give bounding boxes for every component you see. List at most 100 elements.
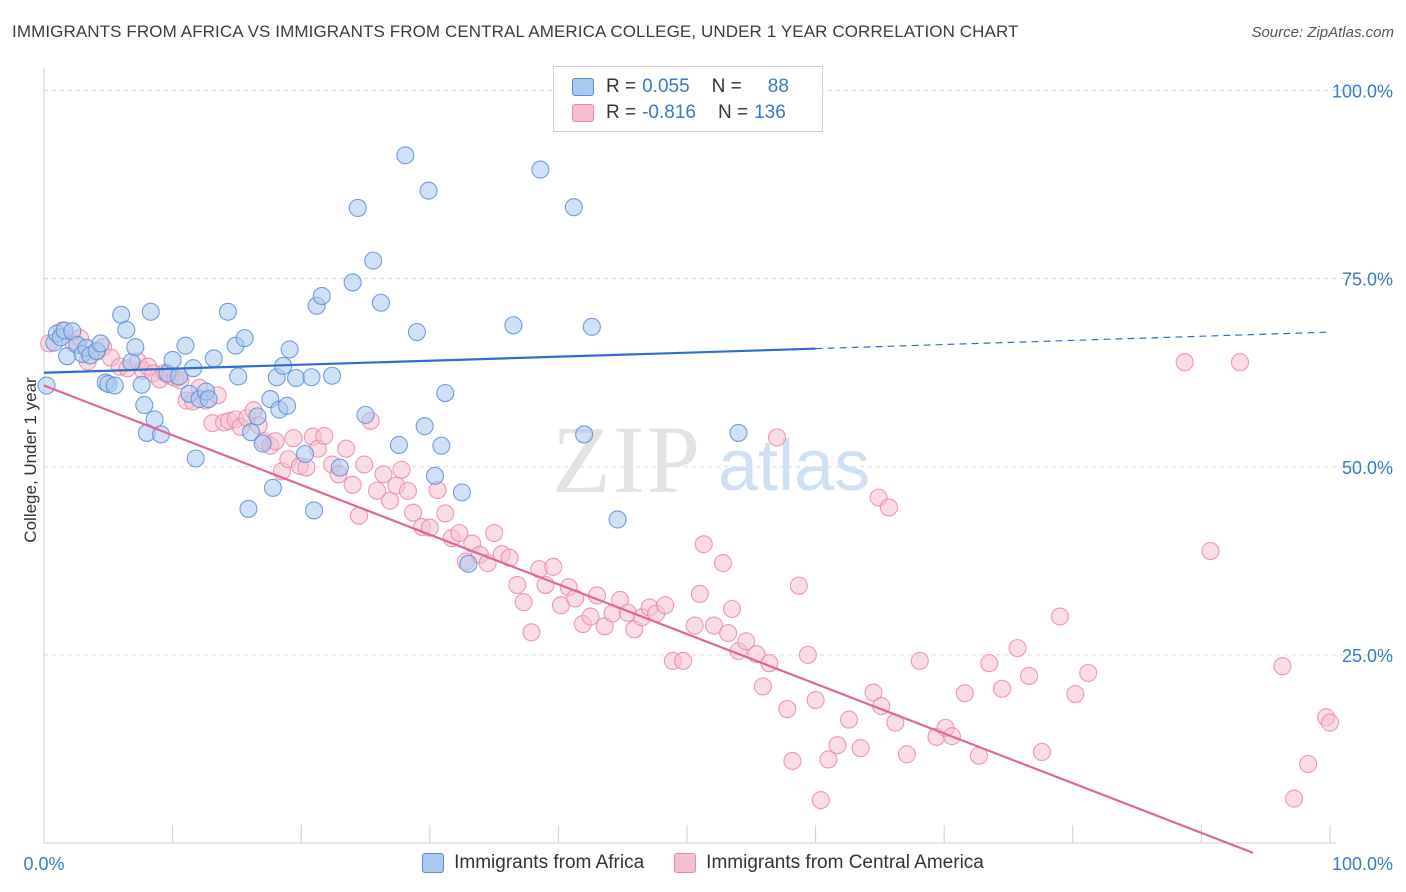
- point-central-america: [737, 632, 756, 651]
- point-central-america: [674, 651, 693, 670]
- point-central-america: [1020, 666, 1039, 686]
- point-africa: [112, 305, 131, 324]
- point-central-america: [719, 624, 738, 643]
- legend-row-africa: R = 0.055 N = 88: [572, 75, 789, 99]
- point-africa: [419, 181, 438, 200]
- point-africa: [343, 273, 362, 292]
- point-central-america: [1273, 657, 1292, 676]
- point-central-america: [789, 576, 808, 595]
- legend-row-central-america: R = -0.816 N = 136: [572, 101, 786, 125]
- point-central-america: [694, 535, 713, 554]
- series-swatch-africa: [422, 853, 445, 873]
- legend-r-label: R =: [606, 102, 637, 123]
- point-central-america: [508, 575, 527, 594]
- legend-r-value-africa: 0.055: [642, 76, 690, 97]
- legend-swatch-central-america: [572, 104, 594, 122]
- trend-line-central-america: [43, 384, 1254, 854]
- x-tick-label: 100.0%: [1332, 854, 1393, 874]
- point-africa: [330, 458, 349, 477]
- point-central-america: [910, 651, 929, 670]
- legend-swatch-africa: [572, 78, 594, 96]
- point-africa: [575, 425, 594, 444]
- point-africa: [371, 293, 390, 312]
- point-africa: [229, 367, 248, 386]
- point-central-america: [656, 596, 675, 615]
- point-central-america: [811, 791, 830, 810]
- point-central-america: [514, 593, 533, 612]
- legend-r-value-central-america: -0.816: [642, 102, 696, 123]
- point-africa: [432, 436, 451, 455]
- point-central-america: [993, 679, 1012, 698]
- point-central-america: [398, 481, 417, 500]
- series-label-central-america: Immigrants from Central America: [706, 852, 984, 873]
- point-africa: [287, 368, 306, 388]
- axes: [43, 68, 1336, 844]
- point-central-america: [819, 750, 838, 769]
- y-tick-label: 50.0%: [1342, 458, 1393, 478]
- point-central-america: [783, 751, 802, 771]
- point-central-america: [337, 439, 356, 458]
- legend-n-value-africa: 88: [767, 76, 789, 97]
- point-africa: [504, 316, 523, 335]
- point-central-america: [722, 599, 742, 619]
- stats-legend: R = 0.055 N = 88 R = -0.816 N = 136: [553, 66, 823, 132]
- point-central-america: [879, 498, 898, 517]
- point-central-america: [1299, 754, 1318, 774]
- point-central-america: [778, 700, 797, 719]
- legend-n-value-central-america: 136: [754, 102, 786, 123]
- point-central-america: [704, 616, 724, 635]
- y-axis-label: College, Under 1 year: [21, 377, 40, 543]
- point-africa: [280, 340, 299, 359]
- gridlines: [44, 90, 1390, 656]
- legend-n-label: N =: [717, 102, 749, 123]
- point-central-america: [685, 616, 704, 635]
- point-central-america: [1032, 742, 1051, 762]
- point-africa: [436, 383, 455, 403]
- point-africa: [263, 478, 282, 497]
- point-africa: [176, 336, 195, 355]
- y-tick-label: 25.0%: [1342, 646, 1393, 666]
- point-africa: [415, 417, 434, 436]
- point-africa: [356, 405, 375, 424]
- point-africa: [163, 350, 182, 369]
- point-africa: [608, 510, 627, 529]
- point-africa: [91, 334, 110, 353]
- point-central-america: [450, 523, 469, 543]
- point-central-america: [851, 739, 870, 758]
- y-tick-label: 100.0%: [1332, 82, 1393, 102]
- point-africa: [235, 329, 254, 348]
- point-central-america: [1230, 353, 1250, 372]
- trend-line-africa-extension: [815, 331, 1331, 350]
- point-africa: [582, 317, 601, 336]
- point-africa: [396, 146, 415, 165]
- point-central-america: [767, 428, 787, 447]
- series-legend-central-america[interactable]: Immigrants from Central America: [674, 852, 984, 874]
- point-africa: [248, 407, 267, 426]
- point-central-america: [581, 607, 600, 626]
- point-central-america: [839, 710, 859, 729]
- point-africa: [122, 353, 141, 372]
- point-central-america: [713, 554, 733, 573]
- watermark: ZIP atlas: [552, 406, 870, 513]
- point-central-america: [806, 690, 825, 710]
- point-central-america: [522, 623, 541, 642]
- point-africa: [105, 376, 124, 395]
- point-africa: [135, 396, 154, 415]
- legend-r-label: R =: [606, 76, 637, 97]
- series-legend-africa[interactable]: Immigrants from Africa: [422, 852, 644, 874]
- point-central-america: [404, 503, 423, 522]
- point-africa: [564, 198, 583, 217]
- point-central-america: [380, 491, 399, 510]
- point-central-america: [1284, 789, 1304, 808]
- point-africa: [407, 323, 426, 342]
- point-africa: [141, 302, 160, 321]
- source-label: Source: ZipAtlas.com: [1251, 24, 1394, 41]
- point-africa: [348, 198, 367, 218]
- point-africa: [425, 466, 444, 485]
- point-central-america: [864, 683, 883, 702]
- trend-lines: [43, 331, 1331, 854]
- point-africa: [199, 390, 218, 409]
- point-africa: [241, 423, 261, 442]
- point-central-america: [690, 584, 709, 603]
